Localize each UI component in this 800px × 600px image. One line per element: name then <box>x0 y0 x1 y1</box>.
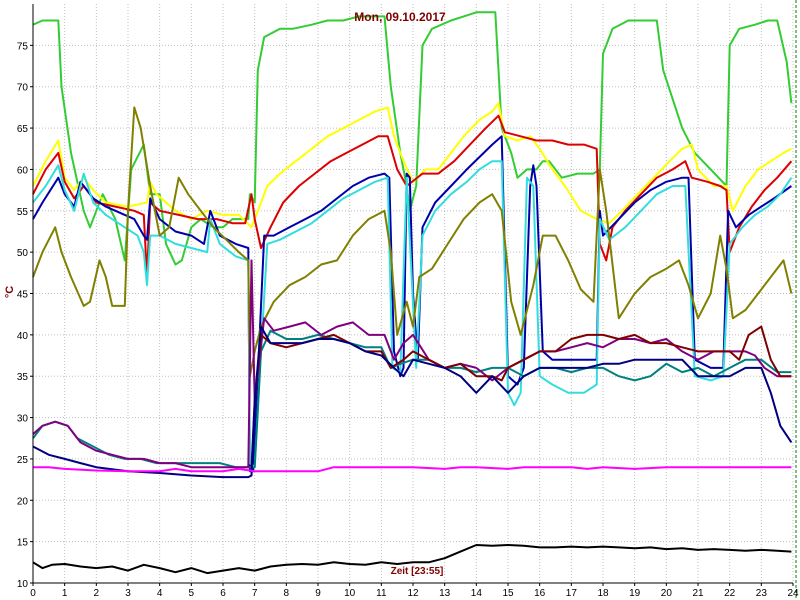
x-tick-label: 9 <box>315 588 321 599</box>
series-group <box>32 11 793 575</box>
y-axis-label: °C <box>4 286 16 298</box>
x-tick-label: 7 <box>252 588 258 599</box>
series-line-12 <box>32 544 792 575</box>
x-tick-label: 5 <box>189 588 195 599</box>
x-tick-label: 14 <box>471 588 483 599</box>
series-line-6 <box>32 106 793 378</box>
x-tick-label: 17 <box>566 588 578 599</box>
y-tick-label: 10 <box>17 579 29 590</box>
series-line-8 <box>32 259 792 469</box>
y-tick-label: 65 <box>17 124 29 135</box>
x-tick-label: 24 <box>787 588 799 599</box>
series-line-5 <box>32 160 793 469</box>
x-tick-label: 11 <box>376 588 387 599</box>
axes <box>30 0 797 600</box>
x-tick-label: 12 <box>407 588 419 599</box>
y-tick-label: 45 <box>17 290 29 301</box>
x-tick-label: 23 <box>756 588 768 599</box>
y-tick-label: 60 <box>17 165 29 176</box>
x-axis-label: Zeit [23:55] <box>391 566 444 577</box>
x-tick-label: 15 <box>502 588 514 599</box>
grid-lines <box>32 4 794 584</box>
x-tick-label: 6 <box>220 588 226 599</box>
y-tick-label: 40 <box>17 331 29 342</box>
y-tick-label: 70 <box>17 83 29 94</box>
y-tick-label: 75 <box>17 41 29 52</box>
x-tick-label: 21 <box>692 588 704 599</box>
x-tick-label: 0 <box>30 588 36 599</box>
y-tick-label: 35 <box>17 372 29 383</box>
x-tick-label: 20 <box>661 588 673 599</box>
series-line-10 <box>32 325 793 479</box>
x-tick-labels: 0 1 2 3 4 5 6 7 8 9 10 11 12 13 14 15 16 17 18 19 20 21 22 23 24 <box>30 588 799 599</box>
x-tick-label: 4 <box>157 588 163 599</box>
y-tick-label: 20 <box>17 496 29 507</box>
chart-title: Mon, 09.10.2017 <box>354 10 446 24</box>
x-tick-label: 18 <box>597 588 609 599</box>
x-tick-label: 2 <box>94 588 100 599</box>
y-tick-label: 30 <box>17 414 29 425</box>
x-tick-label: 1 <box>62 588 68 599</box>
y-tick-label: 25 <box>17 455 29 466</box>
x-tick-label: 19 <box>629 588 641 599</box>
x-tick-label: 3 <box>125 588 131 599</box>
y-tick-label: 55 <box>17 207 29 218</box>
x-tick-label: 8 <box>284 588 290 599</box>
y-tick-label: 15 <box>17 538 29 549</box>
x-tick-label: 16 <box>534 588 546 599</box>
x-tick-label: 22 <box>724 588 736 599</box>
x-tick-label: 13 <box>439 588 451 599</box>
y-tick-label: 50 <box>17 248 29 259</box>
series-line-9 <box>250 325 792 468</box>
x-tick-label: 10 <box>344 588 356 599</box>
series-line-11 <box>33 466 792 473</box>
y-tick-labels: 10 15 20 25 30 35 40 45 50 55 60 65 70 75 <box>17 41 29 590</box>
